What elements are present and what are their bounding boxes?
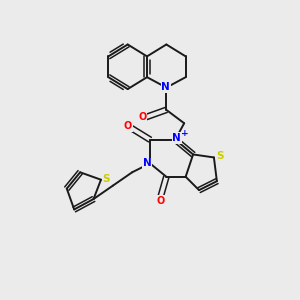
Text: N: N	[172, 133, 181, 143]
Text: +: +	[181, 129, 189, 138]
Text: N: N	[161, 82, 170, 92]
Text: O: O	[156, 196, 164, 206]
Text: O: O	[138, 112, 147, 122]
Text: O: O	[124, 121, 132, 131]
Text: S: S	[217, 151, 224, 161]
Text: N: N	[143, 158, 152, 168]
Text: S: S	[103, 174, 110, 184]
